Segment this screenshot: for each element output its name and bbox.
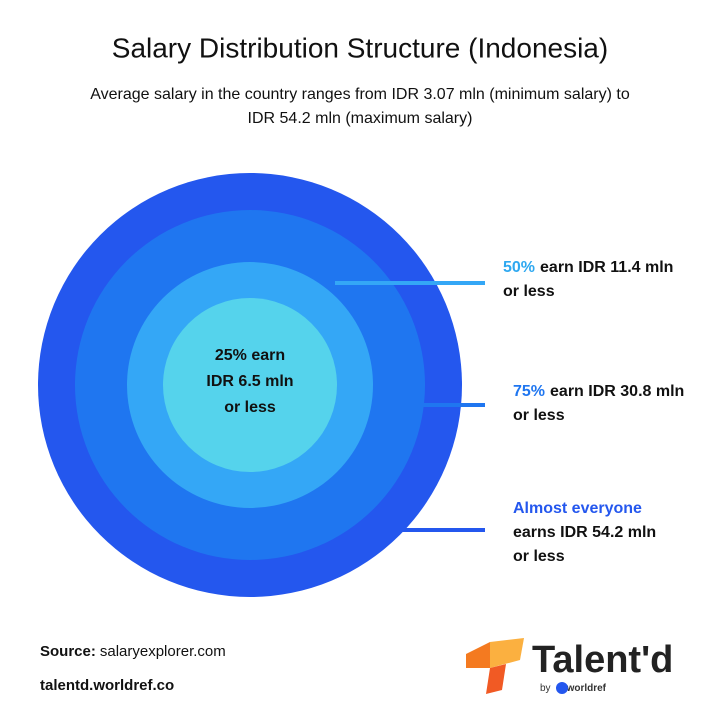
callout-text: or less bbox=[503, 283, 555, 300]
title: Salary Distribution Structure (Indonesia… bbox=[112, 32, 608, 63]
callout-highlight: 50% bbox=[503, 259, 535, 276]
callout-highlight: Almost everyone bbox=[513, 500, 642, 517]
center-label: or less bbox=[224, 399, 276, 416]
source-label: Source: bbox=[40, 643, 96, 660]
center-label: 25% earn bbox=[215, 347, 285, 364]
source: Source: salaryexplorer.com bbox=[40, 643, 226, 660]
ring-25 bbox=[163, 298, 337, 472]
logo-shape bbox=[486, 664, 506, 694]
logo-by: by worldref bbox=[540, 683, 607, 694]
logo-brand: worldref bbox=[566, 683, 607, 694]
logo: Talent'd by worldref bbox=[466, 638, 673, 694]
callout-text: earns IDR 54.2 mln bbox=[513, 524, 656, 541]
callout: 75% earn IDR 30.8 mln bbox=[513, 383, 684, 400]
callout-text: earn IDR 30.8 mln bbox=[550, 383, 684, 400]
subtitle: IDR 54.2 mln (maximum salary) bbox=[248, 110, 473, 127]
callout: 50% earn IDR 11.4 mln bbox=[503, 259, 673, 276]
callout-text: or less bbox=[513, 548, 565, 565]
callout-highlight: 75% bbox=[513, 383, 545, 400]
site: talentd.worldref.co bbox=[40, 677, 174, 694]
center-label: IDR 6.5 mln bbox=[206, 373, 293, 390]
callout-text: earn IDR 11.4 mln bbox=[540, 259, 673, 276]
logo-shape bbox=[490, 638, 524, 668]
source-value: salaryexplorer.com bbox=[100, 643, 226, 660]
callout-text: or less bbox=[513, 407, 565, 424]
logo-icon bbox=[556, 682, 568, 694]
logo-by-word: by bbox=[540, 683, 551, 694]
logo-shape bbox=[466, 642, 490, 668]
logo-name: Talent'd bbox=[532, 639, 673, 681]
subtitle: Average salary in the country ranges fro… bbox=[90, 86, 630, 103]
